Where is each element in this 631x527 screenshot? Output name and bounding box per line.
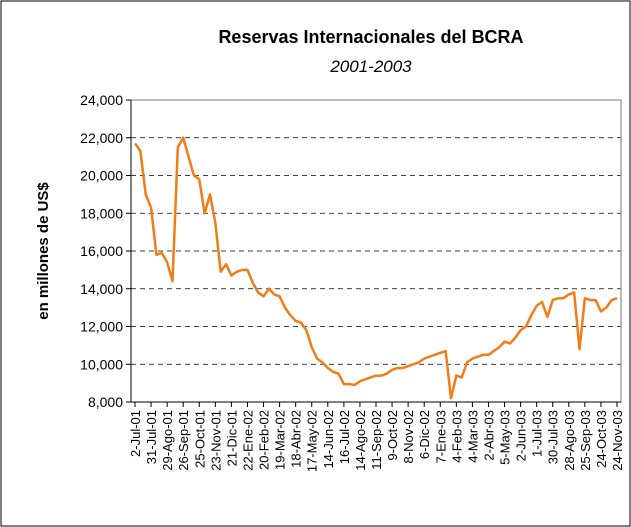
x-tick-label: 2-Jul-01 xyxy=(128,410,143,457)
x-tick-label: 20-Feb-02 xyxy=(257,410,272,470)
x-tick-label: 25-Sep-03 xyxy=(578,410,593,471)
x-tick-label: 17-May-02 xyxy=(305,410,320,472)
x-tick-label: 24-Oct-03 xyxy=(594,410,609,468)
x-tick-label: 7-Ene-03 xyxy=(433,410,448,463)
x-tick-label: 4-Feb-03 xyxy=(449,410,464,463)
y-tick-label: 8,000 xyxy=(88,394,123,410)
x-tick-label: 19-Mar-02 xyxy=(273,410,288,470)
x-tick-label: 16-Jul-02 xyxy=(337,410,352,464)
y-tick-label: 16,000 xyxy=(80,243,123,259)
x-tick-label: 2-Abr-03 xyxy=(481,410,496,461)
x-tick-label: 9-Oct-02 xyxy=(385,410,400,461)
x-tick-label: 24-Nov-03 xyxy=(610,410,625,471)
x-tick-label: 2-Jun-03 xyxy=(514,410,529,461)
x-tick-label: 25-Oct-01 xyxy=(192,410,207,468)
x-tick-label: 22-Ene-02 xyxy=(240,410,255,471)
x-tick-label: 14-Jun-02 xyxy=(321,410,336,469)
chart-title: Reservas Internacionales del BCRA xyxy=(218,27,523,47)
x-tick-label: 14-Ago-02 xyxy=(353,410,368,471)
y-tick-label: 24,000 xyxy=(80,92,123,108)
y-tick-label: 12,000 xyxy=(80,319,123,335)
x-tick-label: 18-Abr-02 xyxy=(289,410,304,468)
x-tick-label: 28-Ago-03 xyxy=(562,410,577,471)
y-tick-label: 20,000 xyxy=(80,168,123,184)
x-tick-label: 30-Jul-03 xyxy=(546,410,561,464)
x-tick-label: 23-Nov-01 xyxy=(208,410,223,471)
y-tick-label: 14,000 xyxy=(80,281,123,297)
x-tick-label: 6-Dic-02 xyxy=(417,410,432,459)
y-tick-label: 22,000 xyxy=(80,130,123,146)
x-tick-label: 26-Sep-01 xyxy=(176,410,191,471)
y-tick-label: 18,000 xyxy=(80,205,123,221)
x-tick-label: 1-Jul-03 xyxy=(530,410,545,457)
x-tick-label: 4-Mar-03 xyxy=(465,410,480,463)
y-axis-label: en millones de US$ xyxy=(35,182,52,320)
x-tick-label: 31-Jul-01 xyxy=(144,410,159,464)
x-tick-label: 5-May-03 xyxy=(498,410,513,465)
y-tick-label: 10,000 xyxy=(80,356,123,372)
x-tick-label: 8-Nov-02 xyxy=(401,410,416,463)
chart-subtitle: 2001-2003 xyxy=(329,57,412,76)
x-tick-label: 29-Ago-01 xyxy=(160,410,175,471)
x-tick-label: 11-Sep-02 xyxy=(369,410,384,470)
x-tick-label: 21-Dic-01 xyxy=(224,410,239,466)
series-line xyxy=(133,136,618,400)
